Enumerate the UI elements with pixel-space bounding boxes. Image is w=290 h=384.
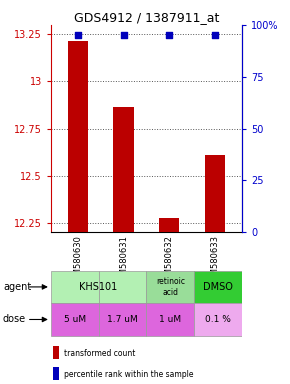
Bar xyxy=(53,367,59,380)
Bar xyxy=(113,107,134,232)
Bar xyxy=(68,41,88,232)
Point xyxy=(167,32,172,38)
Bar xyxy=(204,155,225,232)
Text: percentile rank within the sample: percentile rank within the sample xyxy=(64,370,194,379)
Point xyxy=(121,32,126,38)
Text: retinoic
acid: retinoic acid xyxy=(156,277,185,296)
Bar xyxy=(194,303,242,336)
Bar xyxy=(99,303,146,336)
Point xyxy=(76,32,80,38)
Bar xyxy=(99,271,146,303)
Text: 5 uM: 5 uM xyxy=(64,315,86,324)
Bar xyxy=(146,303,194,336)
Text: dose: dose xyxy=(3,314,26,324)
Title: GDS4912 / 1387911_at: GDS4912 / 1387911_at xyxy=(74,11,219,24)
Bar xyxy=(53,346,59,359)
Text: 1.7 uM: 1.7 uM xyxy=(107,315,138,324)
Bar xyxy=(146,271,194,303)
Bar xyxy=(194,271,242,303)
Bar xyxy=(159,218,180,232)
Text: 0.1 %: 0.1 % xyxy=(205,315,231,324)
Text: DMSO: DMSO xyxy=(203,282,233,292)
Bar xyxy=(51,271,99,303)
Text: 1 uM: 1 uM xyxy=(159,315,182,324)
Point xyxy=(213,32,217,38)
Text: KHS101: KHS101 xyxy=(79,282,118,292)
Text: agent: agent xyxy=(3,282,31,292)
Text: transformed count: transformed count xyxy=(64,349,135,358)
Bar xyxy=(51,303,99,336)
